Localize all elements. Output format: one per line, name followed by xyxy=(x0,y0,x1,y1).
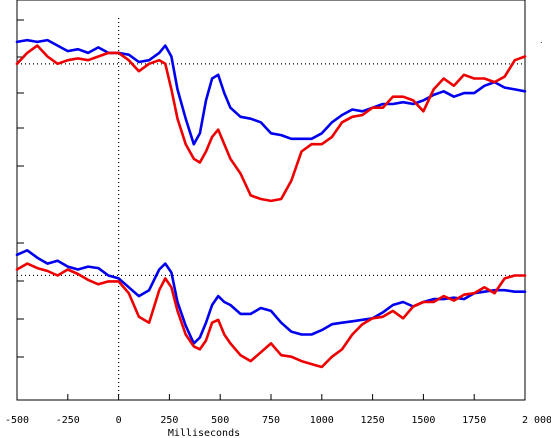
lower-blue-series-line xyxy=(15,249,527,345)
x-tick-label: 1250 xyxy=(361,415,385,426)
x-tick-label: 1500 xyxy=(411,415,435,426)
x-tick-label: 2 000 xyxy=(522,415,551,426)
x-tick-label: 1750 xyxy=(462,415,486,426)
x-tick-label: 0 xyxy=(116,415,122,426)
x-tick-label: -500 xyxy=(5,415,29,426)
reference-lines xyxy=(17,18,525,398)
lower-red-series-line xyxy=(15,262,527,369)
series-group xyxy=(15,38,527,369)
x-tick-label: 250 xyxy=(160,415,178,426)
x-tick-label: 750 xyxy=(262,415,280,426)
upper-red-series-line xyxy=(15,44,527,203)
x-tick-label: 500 xyxy=(211,415,229,426)
x-tick-label: 1000 xyxy=(310,415,334,426)
x-tick-label: -250 xyxy=(56,415,80,426)
upper-blue-series-line xyxy=(15,38,527,146)
corner-mark: . xyxy=(540,36,543,45)
x-tick-labels: -500 -250 0 250 500 750 1000 1250 1500 1750 2 000 xyxy=(5,415,551,426)
y-axis-ticks xyxy=(17,19,24,358)
x-axis-title: Milliseconds xyxy=(168,428,240,438)
x-axis-ticks xyxy=(16,394,475,400)
